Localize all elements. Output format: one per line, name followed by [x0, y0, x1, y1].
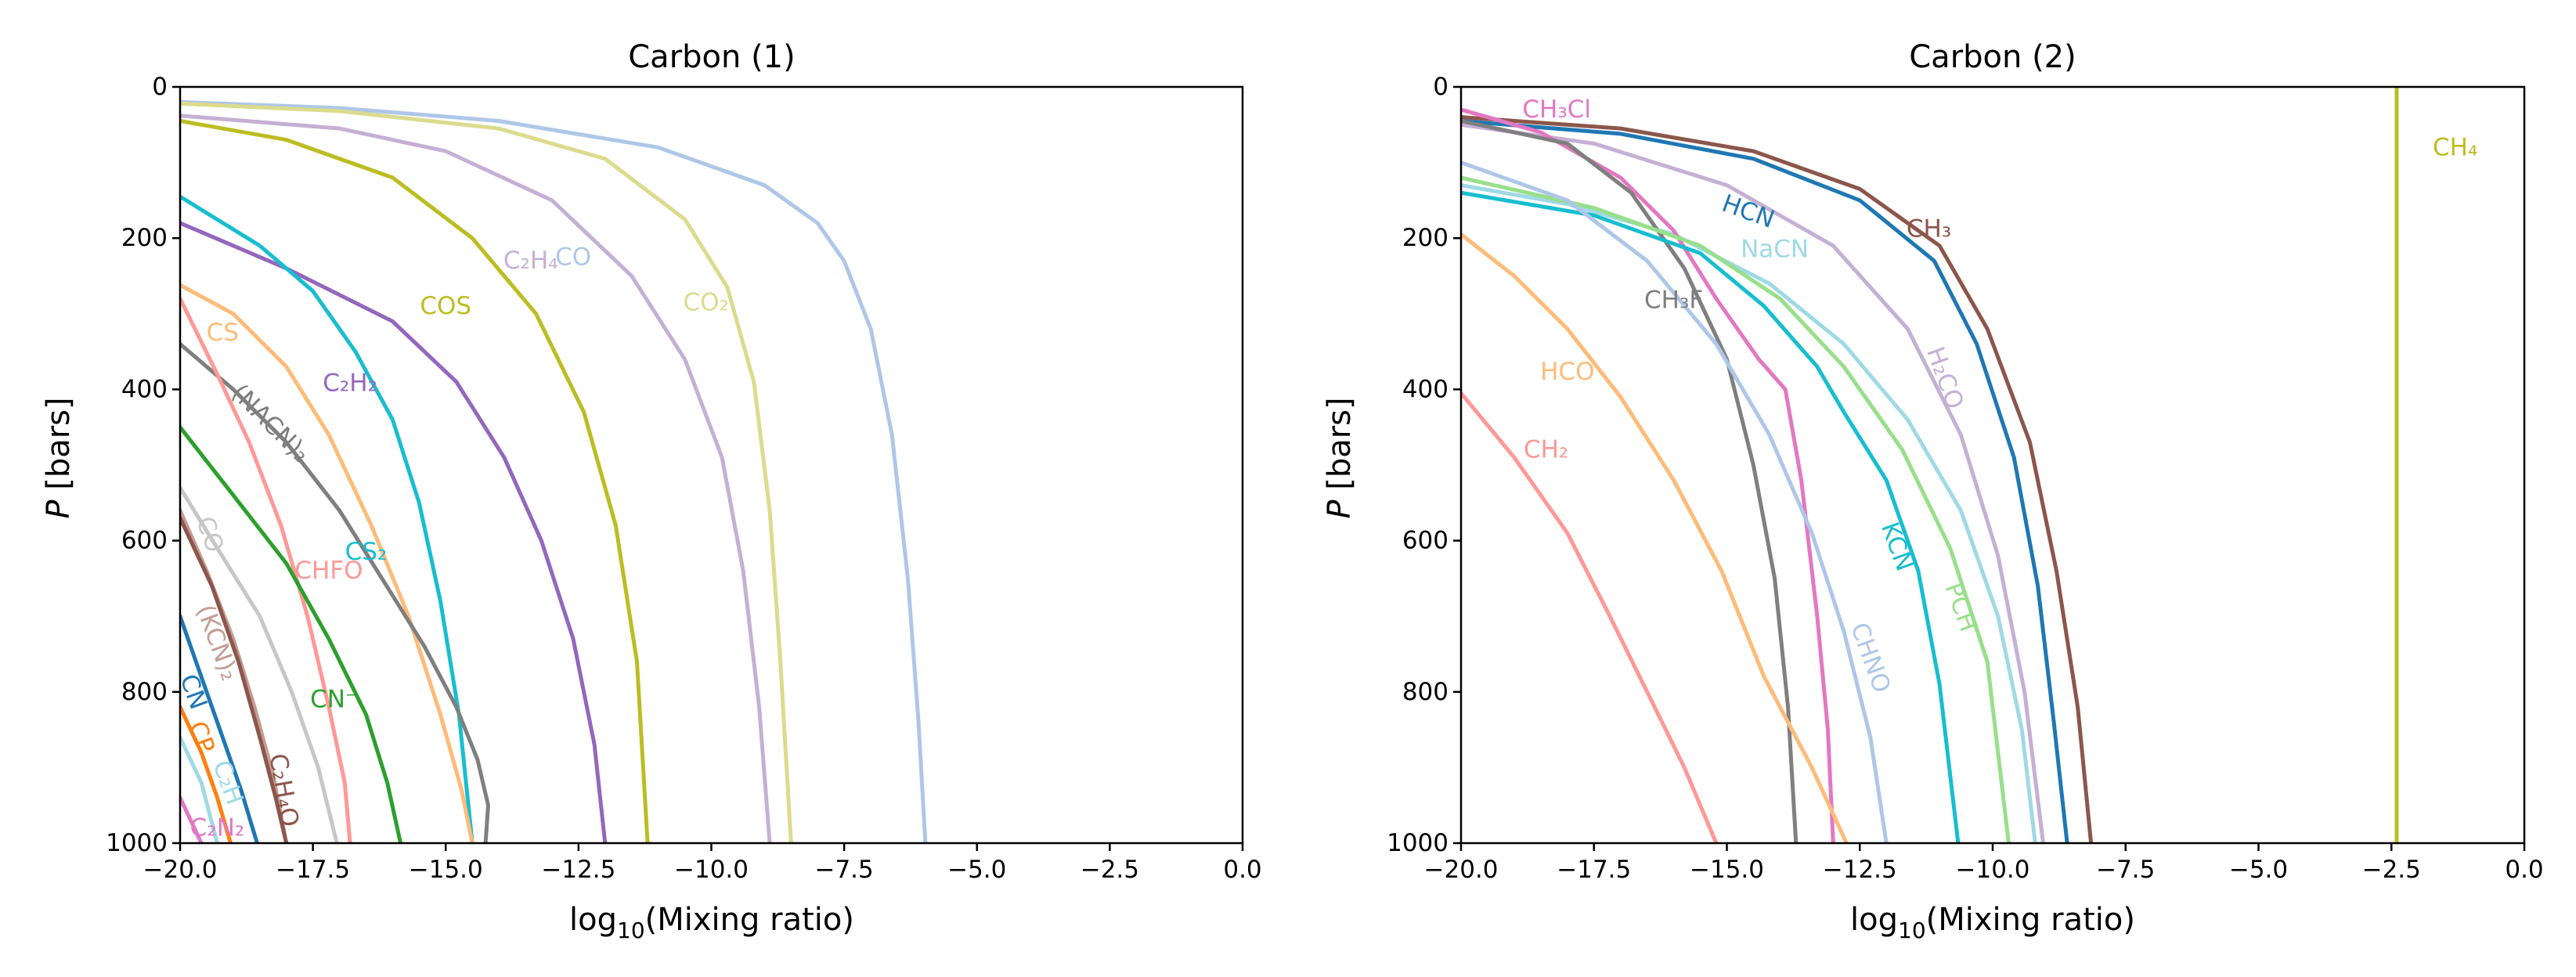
plot-frame: [179, 85, 1244, 845]
y-tick-label: 1000: [106, 829, 168, 857]
series-label-C2H4: C₂H₄: [503, 247, 558, 275]
series-line-C2H: [180, 735, 219, 843]
series-label-CS2: CS₂: [345, 538, 388, 566]
x-tick-label: −10.0: [674, 856, 749, 884]
series-label-C2N2: C₂N₂: [190, 814, 245, 842]
x-tick-label: −5.0: [947, 856, 1006, 884]
series-label-COS: COS: [420, 292, 471, 320]
series-line-C2H4: [180, 114, 772, 843]
series-line-PCH: [1461, 175, 2011, 843]
y-tick-label: 800: [1402, 678, 1449, 706]
series-line-C2H2: [180, 221, 608, 843]
x-tick-label: −7.5: [2096, 856, 2155, 884]
series-label-CH2: CH₂: [1524, 436, 1568, 464]
x-axis-label: log10(Mixing ratio): [1850, 902, 2135, 943]
series-line-KCN: [1461, 190, 1961, 843]
series-label-HCN: HCN: [1718, 189, 1777, 234]
series-label-KCN: KCN: [1875, 518, 1919, 575]
x-tick-label: −5.0: [2229, 856, 2288, 884]
x-tick-label: −2.5: [1081, 856, 1139, 884]
chart-carbon-1: Carbon (1) COCO₂C₂H₄COSC₂H₂CS₂CS(NACN)₂C…: [41, 39, 1262, 943]
series-label-CH3F: CH₃F: [1644, 286, 1703, 314]
x-tick-label: 0.0: [2505, 856, 2543, 884]
series-line-CS2: [180, 194, 474, 843]
series-line-H2CO: [1461, 122, 2045, 843]
y-tick-label: 200: [121, 224, 168, 252]
series-line-CN-: [180, 425, 403, 843]
x-tick-label: −12.5: [541, 856, 615, 884]
x-tick-label: −7.5: [814, 856, 873, 884]
plot-frame: [1459, 85, 2526, 845]
series-line-C2N2: [180, 795, 204, 843]
series-line-CHFO: [180, 297, 352, 843]
series-label-CS: CS: [207, 319, 239, 347]
series-line-CH3: [1461, 115, 2094, 843]
y-tick-label: 200: [1402, 224, 1449, 252]
x-tick-label: −10.0: [1956, 856, 2030, 884]
y-tick-label: 600: [1402, 527, 1449, 555]
series-label-C2H2: C₂H₂: [323, 370, 377, 398]
x-tick-label: −2.5: [2362, 856, 2421, 884]
x-tick-label: −17.5: [276, 856, 350, 884]
series-label-NaCN: NaCN: [1741, 236, 1809, 264]
series-label-PCH: PCH: [1939, 579, 1983, 636]
y-tick-label: 600: [121, 527, 168, 555]
series-label-CO: CO: [555, 243, 591, 271]
series-label-CH3: CH₃: [1907, 215, 1951, 243]
x-tick-label: −15.0: [1690, 856, 1764, 884]
y-tick-label: 400: [1402, 375, 1449, 403]
x-tick-label: −20.0: [143, 856, 218, 884]
series-label-H2CO: H₂CO: [1921, 343, 1969, 413]
series-line-HCO: [1461, 232, 1849, 843]
x-tick-label: −20.0: [1424, 856, 1499, 884]
series-line-NaCN: [1461, 183, 2037, 843]
series-label-CO2: CO₂: [683, 288, 728, 316]
series-line-CN: [180, 614, 259, 843]
series-label-CH3Cl: CH₃Cl: [1522, 96, 1591, 124]
series-label-CN-: CN⁻: [310, 685, 358, 713]
series-line-CH2: [1461, 391, 1719, 843]
series-line-CHNO: [1461, 160, 1889, 843]
series-label-HCO: HCO: [1540, 358, 1594, 386]
chart-title: Carbon (1): [628, 39, 795, 75]
chart-title: Carbon (2): [1909, 39, 2076, 75]
y-tick-label: 0: [1433, 73, 1449, 101]
y-tick-label: 400: [121, 375, 168, 403]
x-tick-label: 0.0: [1223, 856, 1261, 884]
series-line-CH3Cl: [1461, 107, 1835, 843]
y-axis-label: P [bars]: [1322, 397, 1358, 518]
x-axis-label: log10(Mixing ratio): [569, 902, 854, 943]
series-label-CHFO: CHFO: [294, 557, 363, 585]
series-line-COS: [180, 119, 650, 843]
x-tick-label: −12.5: [1823, 856, 1897, 884]
series-line-CO-: [180, 485, 339, 843]
series-line-HCN: [1461, 119, 2069, 843]
series-line-CS: [180, 283, 474, 843]
series-line-(NACN)2: [180, 341, 490, 843]
series-label-CH4: CH₄: [2433, 133, 2477, 161]
y-tick-label: 800: [121, 678, 168, 706]
x-tick-label: −17.5: [1557, 856, 1631, 884]
series-label-CO-: CO⁻: [190, 513, 233, 568]
series-line-C2H4O: [180, 516, 289, 843]
series-label-C2H4O: C₂H₄O: [263, 752, 304, 829]
series-line-CP: [180, 705, 233, 843]
y-axis-label: P [bars]: [41, 397, 77, 518]
series-label-C2H: C₂H: [207, 757, 248, 809]
x-tick-label: −15.0: [409, 856, 483, 884]
series-line-CO2: [180, 101, 793, 843]
y-tick-label: 0: [152, 73, 168, 101]
y-tick-label: 1000: [1387, 829, 1449, 857]
series-line-CO: [180, 99, 928, 843]
